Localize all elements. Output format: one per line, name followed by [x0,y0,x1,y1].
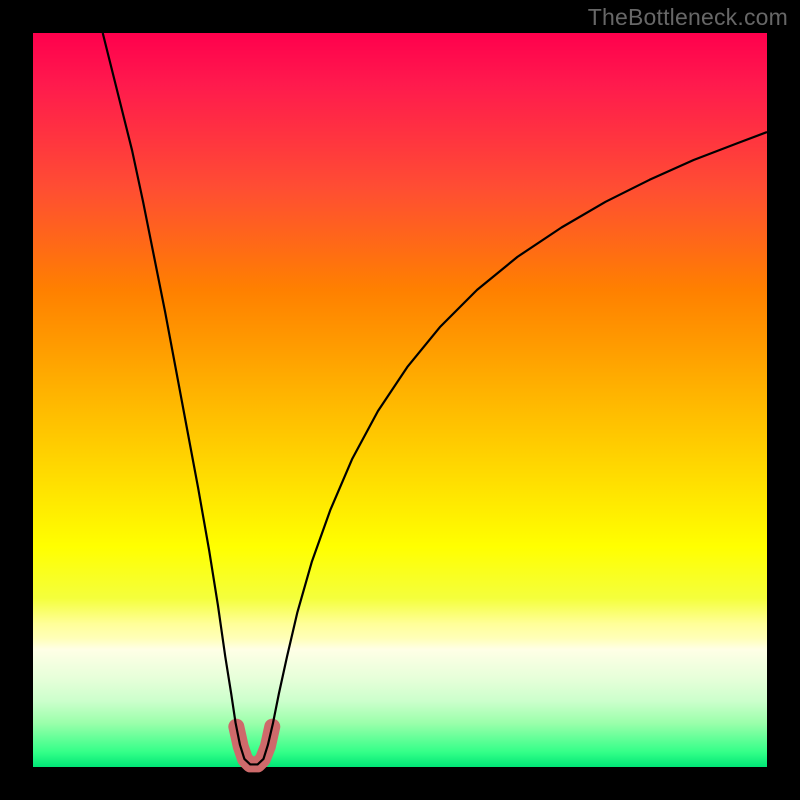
watermark-text: TheBottleneck.com [588,4,788,31]
chart-plot-area [33,33,767,767]
bottleneck-curve [103,33,767,764]
curve-layer [33,33,767,767]
